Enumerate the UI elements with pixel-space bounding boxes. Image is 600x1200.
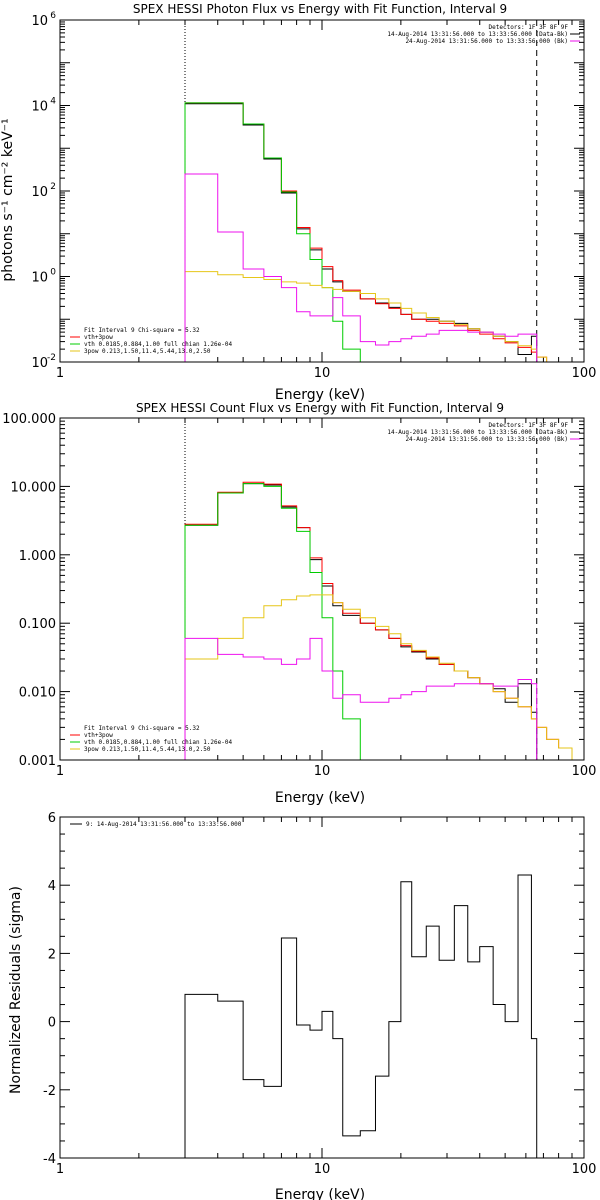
legend-bottom-text: vth+3pow [84, 732, 113, 739]
y-tick-label: 10 [31, 100, 48, 115]
x-tick-label: 10 [314, 366, 331, 381]
series-layer [184, 102, 560, 362]
x-tick-label: 1 [56, 1162, 64, 1177]
panel2-xlabel: Energy (keV) [275, 790, 365, 806]
y-tick-exponent: 4 [50, 97, 56, 107]
x-tick-label: 100 [572, 1162, 597, 1177]
y-tick-label: 6 [48, 811, 56, 826]
legend-bottom-text: vth 0.0185,0.884,1.00 full chian 1.26e-0… [84, 739, 232, 746]
legend-top-text: 24-Aug-2014 13:31:56.000 to 13:33:56.000… [405, 38, 568, 45]
series-3pow [184, 594, 584, 760]
panel3-xlabel: Energy (keV) [275, 1187, 365, 1200]
legend-bottom-text: 3pow 0.213,1.50,11.4,5.44,13.0,2.50 [84, 746, 211, 753]
panel1-xlabel: Energy (keV) [275, 387, 365, 403]
y-tick-exponent: 0 [50, 268, 56, 278]
y-tick-label: 0 [48, 1016, 56, 1031]
plot-frame [59, 19, 585, 363]
y-tick-label: 10.000 [11, 480, 57, 495]
y-tick-label: 0.001 [19, 754, 56, 769]
panel1-ylabel: photons s⁻¹ cm⁻² keV⁻¹ [0, 118, 16, 281]
y-tick-label: -4 [43, 1152, 56, 1167]
panel1-title: SPEX HESSI Photon Flux vs Energy with Fi… [133, 2, 507, 16]
y-tick-label: 0.010 [19, 686, 56, 701]
y-tick-label: 1.000 [19, 549, 56, 564]
series-layer [184, 874, 538, 1158]
y-tick-label: 10 [31, 356, 48, 371]
legend-bottom-text: vth 0.0185,0.884,1.00 full chian 1.26e-0… [84, 341, 232, 348]
series-residuals [184, 874, 538, 1158]
legend-bottom-text: Fit Interval 9 Chi-square = 5.32 [84, 327, 200, 334]
y-tick-exponent: 6 [50, 11, 56, 21]
y-tick-label: -2 [43, 1084, 56, 1099]
y-tick-exponent: 2 [50, 182, 56, 192]
legend-bottom-text: vth+3pow [84, 334, 113, 341]
x-tick-label: 100 [572, 764, 597, 779]
legend-top-text: 9: 14-Aug-2014 13:31:56.000 to 13:33:56.… [86, 821, 242, 828]
y-tick-label: 10 [31, 14, 48, 29]
panel-3: 1 10 100 -4 -2 0 2 4 6 9: 14-Aug-2014 13:31:56.00… [43, 811, 596, 1177]
y-tick-label: 100.000 [2, 412, 56, 427]
legend-top-text: 14-Aug-2014 13:31:56.000 to 13:33:56.000… [387, 31, 568, 38]
series-layer [184, 481, 584, 760]
legend-top-text: Detectors: 1F 3F 8F 9F [489, 422, 569, 429]
legend-bottom-text: 3pow 0.213,1.50,11.4,5.44,13.0,2.50 [84, 348, 211, 355]
series-background [184, 637, 538, 760]
plot-frame [59, 417, 585, 761]
panel2-title: SPEX HESSI Count Flux vs Energy with Fit… [136, 401, 504, 415]
y-tick-label: 0.100 [19, 617, 56, 632]
series-vth [184, 483, 376, 760]
y-tick-label: 10 [31, 185, 48, 200]
x-tick-label: 10 [314, 1162, 331, 1177]
y-tick-label: 10 [31, 271, 48, 286]
legend-top-text: 24-Aug-2014 13:31:56.000 to 13:33:56.000… [405, 436, 568, 443]
series-background [184, 173, 538, 362]
legend-top-text: 14-Aug-2014 13:31:56.000 to 13:33:56.000… [387, 429, 568, 436]
legend-top-text: Detectors: 1F 3F 8F 9F [489, 24, 569, 31]
x-tick-label: 1 [56, 366, 64, 381]
plot-frame [59, 816, 585, 1159]
x-tick-label: 1 [56, 764, 64, 779]
panel3-ylabel: Normalized Residuals (sigma) [8, 886, 24, 1094]
y-tick-label: 2 [48, 947, 56, 962]
series-vth [184, 102, 390, 362]
x-tick-label: 10 [314, 764, 331, 779]
x-tick-label: 100 [572, 366, 597, 381]
panel-2: 1 10 100 0.001 0.010 0.100 1.000 10.000 100.000 D… [2, 412, 597, 779]
y-tick-exponent: -2 [47, 353, 56, 363]
legend-bottom-text: Fit Interval 9 Chi-square = 5.32 [84, 725, 200, 732]
y-tick-label: 4 [48, 879, 56, 894]
